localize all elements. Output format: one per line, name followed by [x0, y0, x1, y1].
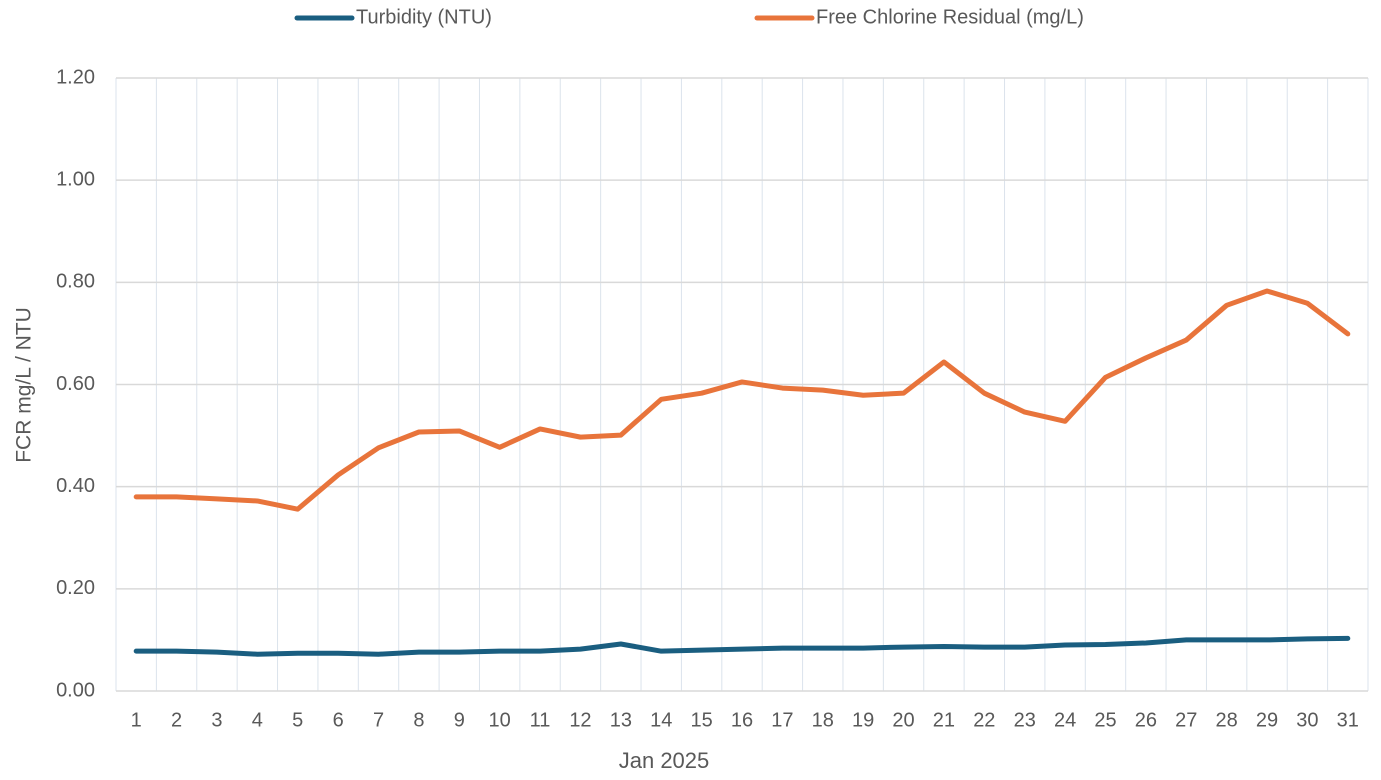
line-series — [133, 635, 1351, 657]
legend-label: Turbidity (NTU) — [356, 6, 492, 28]
x-tick-label: 3 — [211, 709, 222, 731]
x-tick-label: 26 — [1135, 709, 1157, 731]
x-tick-label: 21 — [933, 709, 955, 731]
x-tick-label: 9 — [454, 709, 465, 731]
x-tick-label: 24 — [1054, 709, 1076, 731]
x-tick-label: 6 — [333, 709, 344, 731]
x-tick-label: 31 — [1337, 709, 1359, 731]
y-axis-label: FCR mg/L / NTU — [13, 307, 36, 463]
y-tick-label: 0.40 — [56, 475, 95, 497]
x-tick-label: 30 — [1296, 709, 1318, 731]
x-tick-label: 4 — [252, 709, 263, 731]
legend-label: Free Chlorine Residual (mg/L) — [816, 6, 1084, 28]
x-tick-label: 23 — [1014, 709, 1036, 731]
x-tick-label: 1 — [131, 709, 142, 731]
y-tick-label: 0.20 — [56, 577, 95, 599]
x-tick-label: 25 — [1094, 709, 1116, 731]
x-tick-label: 19 — [852, 709, 874, 731]
x-axis-label: Jan 2025 — [619, 748, 710, 773]
x-tick-label: 12 — [569, 709, 591, 731]
x-tick-label: 5 — [292, 709, 303, 731]
y-tick-label: 0.80 — [56, 271, 95, 293]
line-series — [133, 288, 1351, 512]
x-tick-label: 18 — [812, 709, 834, 731]
x-tick-label: 27 — [1175, 709, 1197, 731]
x-tick-label: 11 — [530, 709, 551, 731]
x-tick-label: 28 — [1216, 709, 1238, 731]
x-tick-label: 15 — [690, 709, 712, 731]
x-tick-label: 13 — [610, 709, 632, 731]
y-tick-label: 1.00 — [56, 168, 95, 190]
x-tick-label: 22 — [973, 709, 995, 731]
x-tick-label: 14 — [650, 709, 672, 731]
y-tick-label: 1.20 — [56, 66, 95, 88]
x-tick-label: 16 — [731, 709, 753, 731]
y-tick-label: 0.60 — [56, 373, 95, 395]
x-tick-label: 10 — [489, 709, 511, 731]
x-tick-label: 8 — [413, 709, 424, 731]
x-tick-label: 17 — [771, 709, 793, 731]
y-tick-label: 0.00 — [56, 679, 95, 701]
x-tick-label: 20 — [892, 709, 914, 731]
x-tick-label: 2 — [171, 709, 182, 731]
x-tick-label: 7 — [373, 709, 384, 731]
x-tick-label: 29 — [1256, 709, 1278, 731]
